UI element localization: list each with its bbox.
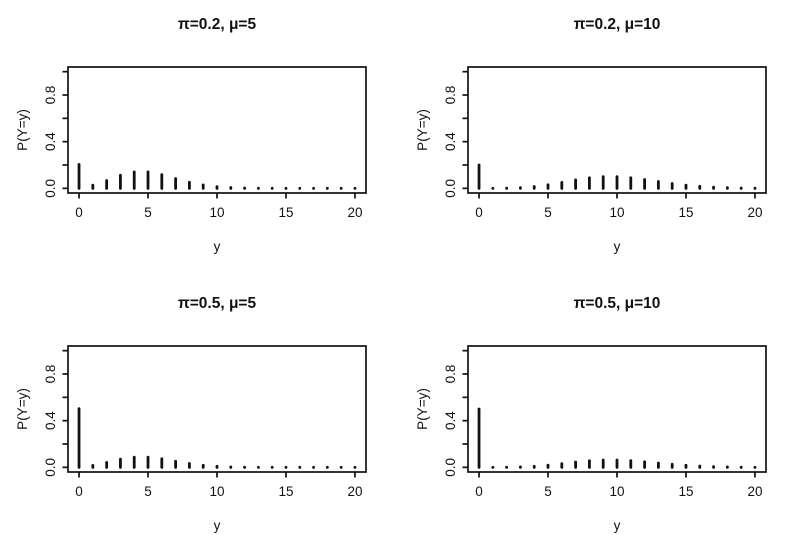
panel-title: π=0.5, μ=10 [574,295,661,312]
x-tick-label: 0 [75,205,83,220]
panel: π=0.5, μ=5 0 5 10 15 20 0.0 0.4 0.8 y P(Y=y) [0,279,400,558]
y-tick-label: 0.4 [43,411,58,430]
panel-svg: π=0.5, μ=5 0 5 10 15 20 0.0 0.4 0.8 y P(Y=y) [15,295,367,533]
y-axis-label: P(Y=y) [15,388,30,430]
x-tick-label: 20 [747,205,762,220]
panel: π=0.2, μ=5 0 5 10 15 20 0.0 0.4 0.8 y P(Y=y) [0,0,400,279]
x-tick-label: 5 [544,484,552,499]
x-tick-label: 10 [209,484,224,499]
x-axis-label: y [214,518,221,533]
plot-box [467,345,767,473]
x-tick-label: 10 [609,484,624,499]
x-tick-label: 15 [678,205,693,220]
x-tick-label: 15 [278,205,293,220]
x-tick-label: 5 [144,484,152,499]
y-tick-label: 0.0 [443,458,458,477]
x-tick-label: 20 [347,484,362,499]
y-tick-label: 0.4 [43,132,58,151]
x-tick-label: 15 [278,484,293,499]
plot-box [467,66,767,194]
y-tick-label: 0.8 [443,365,458,384]
panel-svg: π=0.2, μ=5 0 5 10 15 20 0.0 0.4 0.8 y P(Y=y) [15,16,367,254]
y-tick-label: 0.4 [443,411,458,430]
x-axis-label: y [614,518,621,533]
x-tick-label: 0 [475,484,483,499]
panel-svg: π=0.2, μ=10 0 5 10 15 20 0.0 0.4 0.8 y P(Y=y) [415,16,767,254]
x-axis-label: y [214,239,221,254]
y-tick-label: 0.4 [443,132,458,151]
x-tick-label: 10 [609,205,624,220]
x-tick-label: 5 [144,205,152,220]
panel: π=0.2, μ=10 0 5 10 15 20 0.0 0.4 0.8 y P(Y=y) [400,0,800,279]
x-tick-label: 10 [209,205,224,220]
panel: π=0.5, μ=10 0 5 10 15 20 0.0 0.4 0.8 y P(Y=y) [400,279,800,558]
x-tick-label: 20 [347,205,362,220]
panel-title: π=0.5, μ=5 [178,295,257,312]
x-tick-label: 20 [747,484,762,499]
y-axis-label: P(Y=y) [415,388,430,430]
panel-title: π=0.2, μ=10 [574,16,661,33]
plot-box [67,345,367,473]
y-axis-label: P(Y=y) [15,109,30,151]
y-tick-label: 0.0 [43,458,58,477]
y-axis-label: P(Y=y) [415,109,430,151]
y-tick-label: 0.8 [443,86,458,105]
panel-title: π=0.2, μ=5 [178,16,257,33]
x-tick-label: 0 [475,205,483,220]
y-tick-label: 0.0 [43,179,58,198]
y-tick-label: 0.8 [43,365,58,384]
x-tick-label: 0 [75,484,83,499]
x-tick-label: 5 [544,205,552,220]
x-tick-label: 15 [678,484,693,499]
panel-svg: π=0.5, μ=10 0 5 10 15 20 0.0 0.4 0.8 y P(Y=y) [415,295,767,533]
plot-box [67,66,367,194]
y-tick-label: 0.0 [443,179,458,198]
x-axis-label: y [614,239,621,254]
y-tick-label: 0.8 [43,86,58,105]
